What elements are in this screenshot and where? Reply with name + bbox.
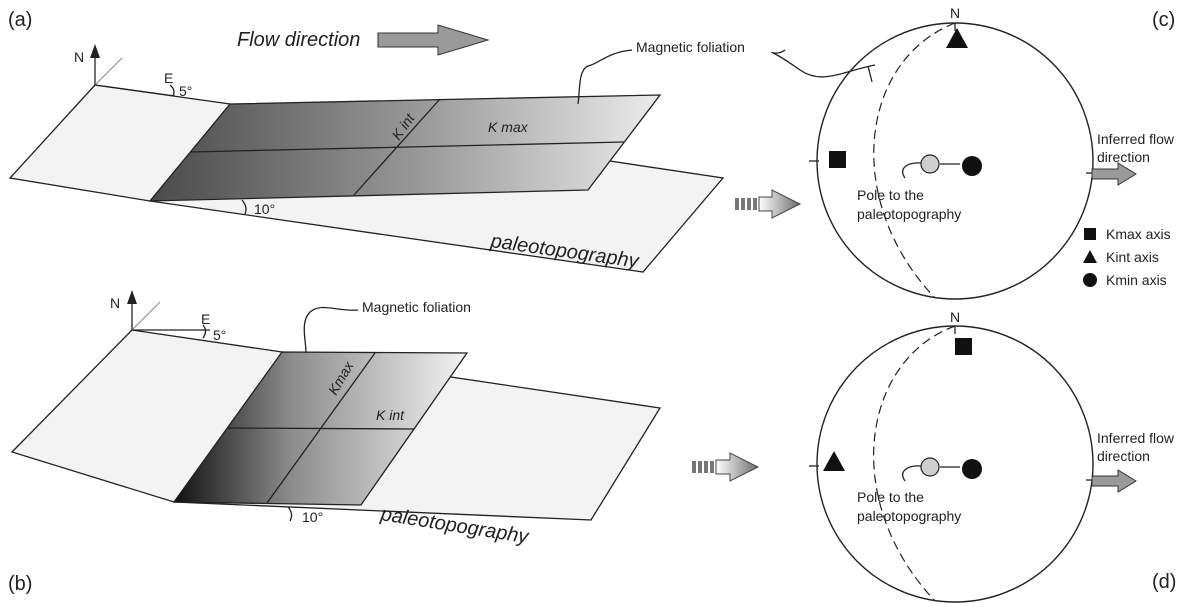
foliation-tick-c [867, 65, 873, 83]
north-label-c: N [950, 5, 960, 21]
arrow-dash [692, 461, 696, 473]
dip-angle-arc-b [287, 506, 293, 522]
legend-kmax-square [1084, 228, 1096, 240]
flow-direction-arrow [377, 24, 490, 56]
kint-triangle-c [946, 28, 968, 48]
foliation-leader-b [303, 306, 359, 354]
strike-angle-b: 5° [213, 327, 226, 343]
stereonet-circle-d [816, 325, 1094, 603]
transition-arrow-b [692, 452, 760, 482]
pole-label-c-2: paleotopography [857, 206, 961, 222]
block-diagram-b: N E 5° 10° Kmax K int paleotopography Ma… [10, 290, 662, 548]
arrow-dash [735, 198, 739, 210]
northeast-line-a [94, 57, 123, 86]
northeast-line-b [131, 301, 161, 331]
legend-kmin-circle [1083, 273, 1097, 287]
stereonet-d: N Pole to the paleotopography Inferred f… [809, 309, 1175, 603]
foliation-leader-a [577, 49, 633, 105]
arrow-dash [698, 461, 702, 473]
north-arrowhead-a [90, 44, 100, 58]
arrow-dash [741, 198, 745, 210]
arrow-dash [747, 198, 751, 210]
arrow-dash [710, 461, 714, 473]
flow-arrow-d [1091, 469, 1137, 493]
strike-angle-arc-a [169, 84, 175, 97]
arrow-dash [753, 198, 757, 210]
kint-triangle-d [823, 451, 845, 471]
panel-label-b: (b) [8, 573, 32, 595]
legend-kint-triangle [1083, 250, 1097, 263]
foliation-label-a: Magnetic foliation [636, 39, 745, 55]
panel-label-c: (c) [1152, 9, 1175, 31]
stereonet-circle-c [816, 22, 1094, 300]
arrow-dash [704, 461, 708, 473]
stereonet-c: N Pole to the paleotopography Inferred f… [771, 5, 1175, 300]
foliation-great-circle-d [873, 325, 956, 602]
east-label-a: E [164, 70, 173, 86]
kmax-label-a: K max [488, 119, 529, 135]
flow-label-c-1: Inferred flow [1097, 131, 1175, 147]
kint-label-b: K int [376, 407, 405, 423]
north-arrowhead-b [127, 290, 137, 304]
pole-circle-d [920, 457, 940, 477]
kmax-square-d [955, 338, 972, 355]
pole-label-d-2: paleotopography [857, 508, 961, 524]
kmin-circle-c [962, 156, 982, 176]
legend-kint-label: Kint axis [1106, 249, 1159, 265]
kmax-line-b [266, 352, 376, 504]
east-label-b: E [201, 311, 210, 327]
east-axis-a [94, 84, 176, 97]
legend-kmax-label: Kmax axis [1106, 226, 1171, 242]
dip-angle-b: 10° [302, 509, 323, 525]
flow-label-d-2: direction [1097, 448, 1150, 464]
kmax-square-c [829, 151, 846, 168]
north-label-d: N [950, 309, 960, 325]
strike-angle-arc-b [202, 324, 207, 339]
magnetic-foliation-plane-a [148, 94, 662, 202]
kmin-circle-d [962, 459, 982, 479]
flow-label-d-1: Inferred flow [1097, 430, 1175, 446]
foliation-label-b: Magnetic foliation [362, 299, 471, 315]
pole-label-d-1: Pole to the [857, 489, 924, 505]
flow-label-c-2: direction [1097, 149, 1150, 165]
dip-angle-arc-a [241, 199, 247, 215]
pole-label-c-1: Pole to the [857, 187, 924, 203]
transition-arrow-a [735, 189, 802, 219]
pole-leader-c [902, 162, 922, 179]
pole-circle-c [920, 154, 940, 174]
block-diagram-a: N E 5° 10° K int K max paleotopography M… [8, 24, 745, 273]
legend: Kmax axis Kint axis Kmin axis [1083, 226, 1171, 288]
legend-kmin-label: Kmin axis [1106, 272, 1167, 288]
arrow-body [758, 189, 802, 219]
north-label-b: N [110, 295, 120, 311]
north-label-a: N [74, 49, 84, 65]
pole-leader-d [902, 465, 922, 482]
strike-angle-a: 5° [179, 83, 192, 99]
foliation-leader-c [771, 49, 876, 78]
kint-line-a [353, 98, 441, 196]
panel-label-a: (a) [8, 9, 32, 31]
dip-angle-a: 10° [254, 201, 275, 217]
foliation-great-circle-c [873, 22, 956, 299]
flow-direction-label: Flow direction [237, 29, 360, 51]
kmax-line-a [189, 141, 625, 153]
arrow-body [715, 452, 760, 482]
panel-label-d: (d) [1152, 571, 1176, 593]
flow-arrow-c [1091, 162, 1137, 186]
